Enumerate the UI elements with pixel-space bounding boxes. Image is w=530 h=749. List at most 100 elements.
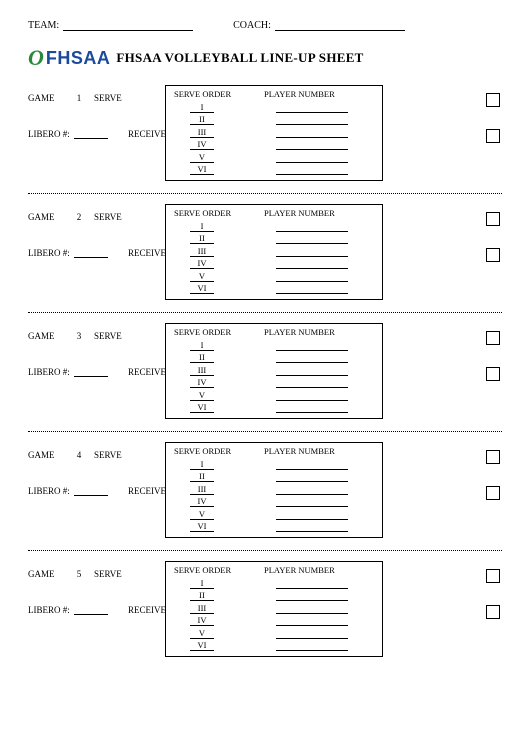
game-block: GAME5SERVELIBERO #:RECEIVESERVE ORDERPLA… bbox=[28, 559, 502, 663]
coach-input-line[interactable] bbox=[275, 30, 405, 31]
roman-numeral: III bbox=[190, 365, 214, 376]
player-number-line[interactable] bbox=[276, 591, 348, 601]
game-label: GAME bbox=[28, 331, 64, 341]
receive-label: RECEIVE bbox=[128, 367, 166, 377]
order-line: VI bbox=[174, 639, 374, 652]
box-headers: SERVE ORDERPLAYER NUMBER bbox=[174, 327, 374, 337]
order-line: I bbox=[174, 219, 374, 232]
libero-input-line[interactable] bbox=[74, 257, 108, 258]
player-number-line[interactable] bbox=[276, 165, 348, 175]
libero-input-line[interactable] bbox=[74, 614, 108, 615]
serve-label: SERVE bbox=[94, 450, 128, 460]
serve-order-box: SERVE ORDERPLAYER NUMBERIIIIIIIVVVI bbox=[165, 561, 383, 657]
serve-label: SERVE bbox=[94, 212, 128, 222]
roman-numeral: I bbox=[190, 459, 214, 470]
serve-checkbox[interactable] bbox=[486, 450, 500, 464]
player-number-line[interactable] bbox=[276, 391, 348, 401]
page-title: FHSAA VOLLEYBALL LINE-UP SHEET bbox=[116, 50, 363, 66]
roman-numeral: IV bbox=[190, 615, 214, 626]
serve-order-header: SERVE ORDER bbox=[174, 446, 264, 456]
player-number-line[interactable] bbox=[276, 103, 348, 113]
libero-label: LIBERO #: bbox=[28, 367, 70, 377]
libero-row: LIBERO #: bbox=[28, 605, 108, 615]
order-line: V bbox=[174, 269, 374, 282]
player-number-header: PLAYER NUMBER bbox=[264, 208, 335, 218]
player-number-line[interactable] bbox=[276, 259, 348, 269]
receive-checkbox[interactable] bbox=[486, 605, 500, 619]
libero-row: LIBERO #: bbox=[28, 486, 108, 496]
roman-numeral: I bbox=[190, 221, 214, 232]
player-number-line[interactable] bbox=[276, 341, 348, 351]
player-number-header: PLAYER NUMBER bbox=[264, 565, 335, 575]
player-number-line[interactable] bbox=[276, 616, 348, 626]
player-number-line[interactable] bbox=[276, 140, 348, 150]
libero-input-line[interactable] bbox=[74, 495, 108, 496]
player-number-line[interactable] bbox=[276, 366, 348, 376]
roman-numeral: I bbox=[190, 340, 214, 351]
game-block: GAME1SERVELIBERO #:RECEIVESERVE ORDERPLA… bbox=[28, 83, 502, 187]
libero-label: LIBERO #: bbox=[28, 248, 70, 258]
serve-checkbox[interactable] bbox=[486, 569, 500, 583]
libero-input-line[interactable] bbox=[74, 138, 108, 139]
player-number-line[interactable] bbox=[276, 378, 348, 388]
player-number-line[interactable] bbox=[276, 460, 348, 470]
player-number-line[interactable] bbox=[276, 485, 348, 495]
player-number-line[interactable] bbox=[276, 234, 348, 244]
libero-row: LIBERO #: bbox=[28, 129, 108, 139]
game-number: 1 bbox=[64, 93, 94, 103]
serve-checkbox[interactable] bbox=[486, 331, 500, 345]
roman-numeral: II bbox=[190, 590, 214, 601]
order-line: I bbox=[174, 100, 374, 113]
player-number-line[interactable] bbox=[276, 222, 348, 232]
player-number-line[interactable] bbox=[276, 403, 348, 413]
player-number-line[interactable] bbox=[276, 247, 348, 257]
serve-checkbox[interactable] bbox=[486, 212, 500, 226]
serve-order-box: SERVE ORDERPLAYER NUMBERIIIIIIIVVVI bbox=[165, 323, 383, 419]
game-row: GAME4SERVE bbox=[28, 450, 128, 460]
player-number-line[interactable] bbox=[276, 353, 348, 363]
player-number-line[interactable] bbox=[276, 272, 348, 282]
player-number-line[interactable] bbox=[276, 604, 348, 614]
player-number-line[interactable] bbox=[276, 284, 348, 294]
game-label: GAME bbox=[28, 212, 64, 222]
logo-swoosh-icon: O bbox=[28, 45, 44, 71]
roman-numeral: VI bbox=[190, 640, 214, 651]
order-line: VI bbox=[174, 282, 374, 295]
section-divider bbox=[28, 193, 502, 194]
player-number-line[interactable] bbox=[276, 579, 348, 589]
player-number-line[interactable] bbox=[276, 472, 348, 482]
box-headers: SERVE ORDERPLAYER NUMBER bbox=[174, 208, 374, 218]
roman-numeral: VI bbox=[190, 164, 214, 175]
order-line: IV bbox=[174, 376, 374, 389]
order-line: I bbox=[174, 338, 374, 351]
receive-checkbox[interactable] bbox=[486, 248, 500, 262]
section-divider bbox=[28, 431, 502, 432]
receive-label: RECEIVE bbox=[128, 486, 166, 496]
libero-input-line[interactable] bbox=[74, 376, 108, 377]
player-number-line[interactable] bbox=[276, 115, 348, 125]
section-divider bbox=[28, 312, 502, 313]
game-number: 2 bbox=[64, 212, 94, 222]
player-number-header: PLAYER NUMBER bbox=[264, 446, 335, 456]
player-number-line[interactable] bbox=[276, 497, 348, 507]
order-line: V bbox=[174, 626, 374, 639]
receive-checkbox[interactable] bbox=[486, 367, 500, 381]
player-number-line[interactable] bbox=[276, 629, 348, 639]
roman-numeral: VI bbox=[190, 402, 214, 413]
libero-label: LIBERO #: bbox=[28, 605, 70, 615]
section-divider bbox=[28, 550, 502, 551]
player-number-line[interactable] bbox=[276, 153, 348, 163]
receive-checkbox[interactable] bbox=[486, 129, 500, 143]
team-field: TEAM: bbox=[28, 20, 193, 31]
roman-numeral: VI bbox=[190, 283, 214, 294]
player-number-line[interactable] bbox=[276, 522, 348, 532]
receive-checkbox[interactable] bbox=[486, 486, 500, 500]
order-line: VI bbox=[174, 163, 374, 176]
player-number-line[interactable] bbox=[276, 641, 348, 651]
player-number-line[interactable] bbox=[276, 510, 348, 520]
order-line: IV bbox=[174, 257, 374, 270]
serve-order-box: SERVE ORDERPLAYER NUMBERIIIIIIIVVVI bbox=[165, 442, 383, 538]
serve-checkbox[interactable] bbox=[486, 93, 500, 107]
player-number-line[interactable] bbox=[276, 128, 348, 138]
team-input-line[interactable] bbox=[63, 30, 193, 31]
